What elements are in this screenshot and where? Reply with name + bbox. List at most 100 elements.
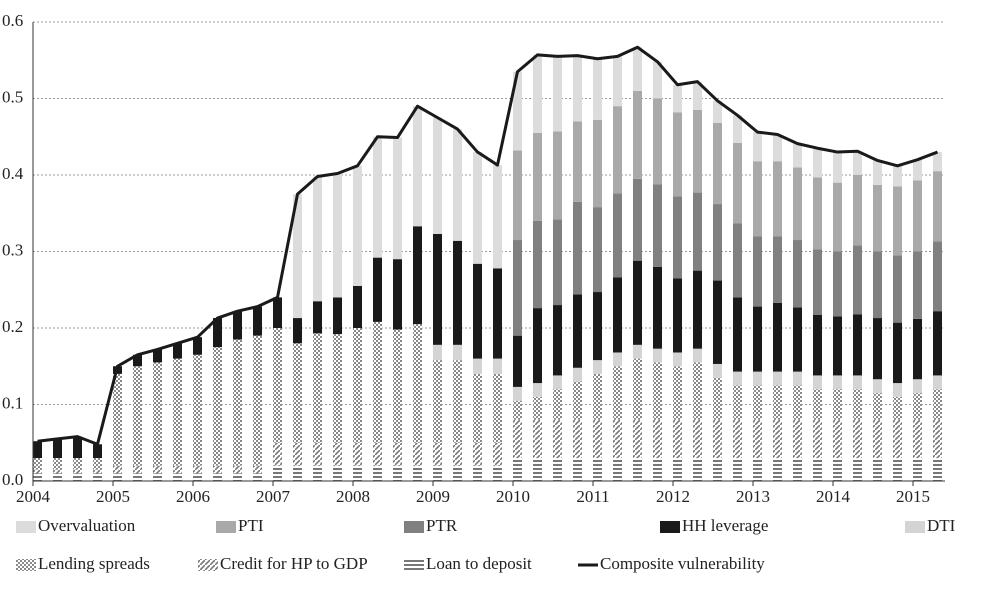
bar-segment xyxy=(453,442,462,466)
bar-segment xyxy=(153,473,162,481)
legend-key xyxy=(16,521,36,533)
bar-segment xyxy=(93,444,102,459)
bar-segment xyxy=(573,294,582,368)
bar-segment xyxy=(313,176,322,302)
bar-segment xyxy=(113,473,122,481)
bar-segment xyxy=(673,84,682,113)
bar-segment xyxy=(333,173,342,298)
x-tick-label: 2010 xyxy=(496,487,530,506)
bar-segment xyxy=(33,473,42,481)
bar-segment xyxy=(173,358,182,466)
bar-segment xyxy=(573,419,582,459)
bar-segment xyxy=(53,473,62,481)
bar-segment xyxy=(673,366,682,420)
legend-label: DTI xyxy=(927,516,956,535)
bar-segment xyxy=(473,465,482,481)
bar-segment xyxy=(773,371,782,386)
bar-segment xyxy=(493,268,502,359)
bar-segment xyxy=(373,257,382,322)
bar-segment xyxy=(653,458,662,481)
bar-segment xyxy=(393,329,402,443)
bar-segment xyxy=(593,292,602,361)
bar-segment xyxy=(773,161,782,237)
bar-segment xyxy=(793,240,802,308)
legend-key xyxy=(404,521,424,533)
bar-segment xyxy=(133,366,142,466)
bar-segment xyxy=(553,305,562,376)
bar-segment xyxy=(513,400,522,420)
legend-label: Credit for HP to GDP xyxy=(220,554,368,573)
bar-segment xyxy=(613,106,622,194)
bar-segment xyxy=(613,277,622,353)
bar-segment xyxy=(313,333,322,443)
bar-segment xyxy=(933,375,942,390)
bar-segment xyxy=(213,318,222,348)
bar-segment xyxy=(193,465,202,474)
bar-segment xyxy=(193,354,202,466)
bar-segment xyxy=(593,373,602,420)
bar-segment xyxy=(573,55,582,122)
bar-segment xyxy=(233,465,242,474)
bar-segment xyxy=(593,458,602,481)
bar-segment xyxy=(893,419,902,459)
bar-segment xyxy=(893,322,902,384)
bar-segment xyxy=(793,167,802,241)
legend-key xyxy=(404,559,424,571)
bar-segment xyxy=(833,316,842,376)
legend-label: PTR xyxy=(426,516,458,535)
bar-segment xyxy=(353,285,362,328)
bar-segment xyxy=(693,109,702,193)
bar-segment xyxy=(133,354,142,367)
x-tick-label: 2015 xyxy=(896,487,930,506)
bar-segment xyxy=(433,442,442,466)
bar-segment xyxy=(933,458,942,481)
bar-segment xyxy=(33,441,42,459)
bar-segment xyxy=(333,297,342,335)
bar-segment xyxy=(653,184,662,267)
bar-segment xyxy=(753,161,762,237)
legend-label: Overvaluation xyxy=(38,516,136,535)
y-tick-label: 0.6 xyxy=(2,11,23,30)
bar-segment xyxy=(853,245,862,315)
bar-segment xyxy=(553,131,562,220)
bar-segment xyxy=(533,220,542,309)
bar-segment xyxy=(613,419,622,459)
bar-segment xyxy=(713,100,722,123)
x-tick-label: 2004 xyxy=(16,487,51,506)
bar-segment xyxy=(393,137,402,260)
bar-segment xyxy=(233,311,242,340)
bar-segment xyxy=(473,263,482,359)
bar-segment xyxy=(873,184,882,252)
bar-segment xyxy=(713,458,722,481)
bar-segment xyxy=(373,442,382,466)
bar-segment xyxy=(253,335,262,466)
bar-segment xyxy=(753,306,762,372)
bar-segment xyxy=(773,458,782,481)
bar-segment xyxy=(833,375,842,390)
bar-segment xyxy=(533,396,542,420)
bar-segment xyxy=(753,458,762,481)
bar-segment xyxy=(753,371,762,386)
bar-segment xyxy=(153,362,162,466)
bar-segment xyxy=(33,458,42,470)
bar-segment xyxy=(313,442,322,466)
bar-segment xyxy=(893,165,902,187)
bar-segment xyxy=(753,385,762,420)
bar-segment xyxy=(833,152,842,183)
bar-segment xyxy=(853,419,862,459)
bar-segment xyxy=(533,54,542,133)
bar-segment xyxy=(933,241,942,312)
bar-segment xyxy=(453,344,462,361)
bar-segment xyxy=(473,442,482,466)
bar-segment xyxy=(773,236,782,303)
bar-segment xyxy=(513,458,522,481)
bar-segment xyxy=(593,58,602,120)
bar-segment xyxy=(673,352,682,367)
bar-segment xyxy=(893,383,902,397)
bar-segment xyxy=(613,366,622,420)
bar-segment xyxy=(373,321,382,443)
bar-segment xyxy=(653,61,662,99)
bar-segment xyxy=(273,297,282,328)
bar-segment xyxy=(413,442,422,466)
